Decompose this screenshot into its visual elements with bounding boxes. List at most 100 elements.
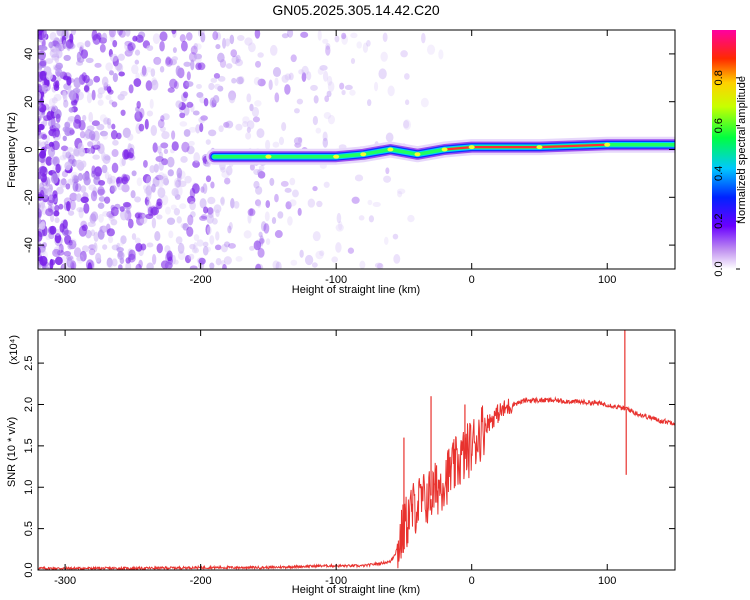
noise-blob bbox=[162, 113, 170, 121]
noise-blob bbox=[145, 66, 153, 73]
noise-blob bbox=[117, 93, 125, 101]
noise-blob bbox=[150, 125, 158, 137]
noise-blob bbox=[54, 232, 62, 244]
noise-blob bbox=[168, 230, 174, 239]
ridge-blob bbox=[333, 154, 340, 159]
noise-blob bbox=[235, 54, 241, 63]
noise-blob bbox=[223, 256, 232, 265]
noise-blob bbox=[323, 181, 330, 188]
noise-blob bbox=[62, 219, 68, 229]
noise-blob bbox=[290, 259, 298, 266]
noise-blob bbox=[164, 57, 173, 67]
noise-blob bbox=[97, 186, 105, 197]
noise-blob bbox=[189, 201, 196, 211]
colorbar-tick-label: 0.0 bbox=[713, 261, 725, 276]
noise-blob bbox=[187, 214, 194, 226]
noise-blob bbox=[255, 185, 263, 195]
noise-blob bbox=[186, 226, 194, 237]
noise-blob bbox=[420, 97, 429, 108]
noise-blob bbox=[151, 217, 157, 229]
noise-blob bbox=[287, 216, 293, 226]
noise-blob bbox=[82, 172, 90, 182]
noise-blob bbox=[38, 86, 46, 92]
noise-blob bbox=[83, 74, 90, 84]
noise-blob bbox=[87, 141, 94, 147]
noise-blob bbox=[161, 158, 169, 166]
noise-blob bbox=[102, 211, 110, 217]
noise-blob bbox=[207, 207, 214, 215]
noise-blob bbox=[304, 254, 314, 266]
noise-blob bbox=[160, 126, 166, 132]
noise-blob bbox=[235, 256, 243, 262]
noise-blob bbox=[192, 160, 200, 168]
noise-blob bbox=[225, 63, 233, 69]
noise-blob bbox=[87, 221, 96, 228]
noise-blob bbox=[269, 44, 278, 56]
noise-blob bbox=[285, 201, 292, 210]
noise-blob bbox=[65, 183, 71, 190]
noise-blob bbox=[224, 38, 231, 47]
noise-blob bbox=[127, 248, 133, 258]
noise-blob bbox=[155, 156, 164, 162]
noise-blob bbox=[107, 122, 112, 129]
noise-blob bbox=[393, 254, 401, 264]
noise-blob bbox=[151, 79, 159, 91]
noise-blob bbox=[315, 250, 324, 260]
noise-blob bbox=[69, 129, 75, 135]
noise-blob bbox=[356, 41, 362, 49]
noise-blob bbox=[263, 223, 270, 234]
noise-blob bbox=[197, 62, 206, 71]
noise-blob bbox=[274, 230, 283, 239]
noise-blob bbox=[90, 229, 96, 237]
noise-blob bbox=[78, 120, 86, 131]
noise-blob bbox=[426, 44, 436, 55]
noise-blob bbox=[227, 225, 232, 234]
noise-blob bbox=[109, 31, 115, 43]
noise-blob bbox=[224, 177, 231, 185]
noise-blob bbox=[300, 31, 309, 38]
noise-blob bbox=[247, 213, 252, 224]
noise-blob bbox=[403, 119, 410, 129]
noise-blob bbox=[317, 30, 322, 41]
noise-blob bbox=[210, 181, 215, 189]
noise-blob bbox=[123, 148, 132, 159]
noise-blob bbox=[65, 38, 74, 49]
noise-blob bbox=[149, 165, 156, 174]
noise-blob bbox=[151, 183, 156, 193]
y-tick-label: -40 bbox=[23, 237, 35, 253]
noise-blob bbox=[217, 52, 225, 63]
noise-blob bbox=[257, 52, 264, 58]
noise-blob bbox=[131, 233, 137, 241]
noise-blob bbox=[324, 95, 330, 103]
noise-blob bbox=[385, 132, 394, 143]
noise-blob bbox=[134, 49, 141, 56]
noise-blob bbox=[54, 256, 63, 266]
noise-blob bbox=[130, 190, 136, 199]
noise-blob bbox=[48, 98, 56, 107]
noise-blob bbox=[188, 253, 195, 260]
noise-blob bbox=[256, 199, 262, 208]
noise-blob bbox=[51, 140, 60, 151]
noise-blob bbox=[127, 42, 136, 51]
noise-blob bbox=[175, 100, 183, 108]
noise-blob bbox=[94, 62, 102, 68]
spectrogram-field bbox=[38, 30, 675, 269]
noise-blob bbox=[135, 72, 140, 80]
noise-blob bbox=[156, 243, 163, 254]
snr-ylabel: SNR (10 * v/v) bbox=[6, 417, 18, 487]
colorbar-tick-label: 0.2 bbox=[713, 214, 725, 229]
noise-blob bbox=[222, 264, 227, 269]
noise-blob bbox=[264, 211, 270, 222]
noise-blob bbox=[55, 163, 61, 174]
noise-blob bbox=[222, 37, 227, 49]
noise-blob bbox=[245, 132, 252, 140]
noise-blob bbox=[242, 120, 249, 128]
noise-blob bbox=[111, 101, 118, 108]
noise-blob bbox=[127, 43, 134, 52]
noise-blob bbox=[83, 85, 90, 93]
noise-blob bbox=[134, 196, 142, 203]
noise-blob bbox=[44, 141, 49, 147]
noise-blob bbox=[73, 77, 81, 89]
noise-blob bbox=[65, 151, 72, 159]
noise-blob bbox=[249, 245, 255, 251]
